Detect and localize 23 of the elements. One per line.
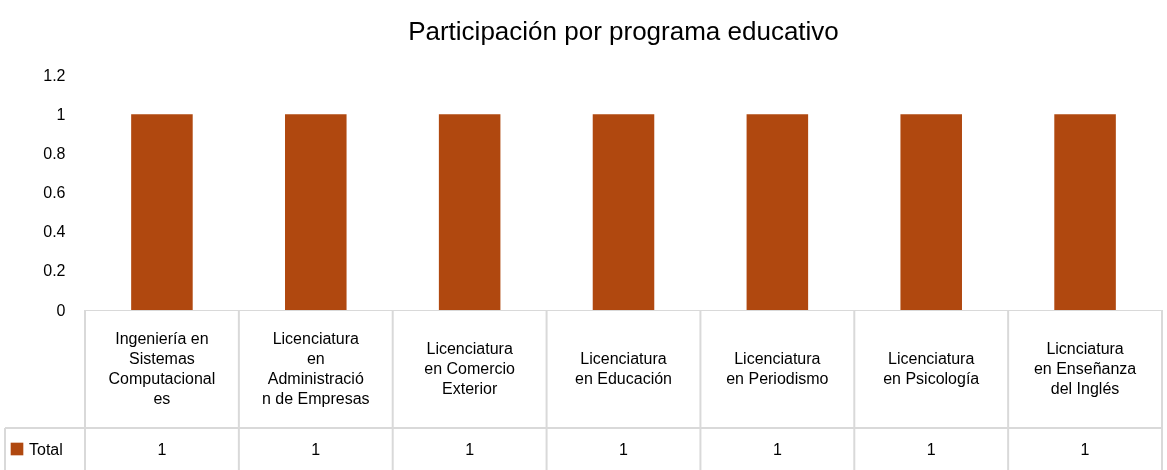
x-tick-label: Licenciatura en Psicología: [883, 350, 980, 387]
x-tick-label: Licenciatura en Periodismo: [726, 350, 829, 387]
x-tick-label: Licenciatura en Administración de Empresas: [261, 330, 370, 407]
x-tick-label: Licnciatura en Enseñanza del Inglés: [1033, 340, 1137, 397]
data-label: 1: [619, 441, 629, 458]
data-label: 1: [465, 441, 475, 458]
y-tick-label: 0.4: [43, 223, 66, 241]
data-label: 1: [311, 441, 321, 458]
x-tick-label: Licenciatura en Educación: [575, 350, 672, 387]
y-tick-label: 0.8: [43, 144, 66, 162]
x-tick-label: Licenciatura en Comercio Exterior: [424, 340, 516, 397]
y-tick-label: 0: [56, 301, 66, 319]
y-tick-label: 1: [56, 105, 66, 123]
data-label: 1: [926, 441, 936, 458]
data-label: 1: [157, 441, 167, 458]
data-label: 1: [772, 441, 782, 458]
y-tick-label: 1.2: [43, 66, 66, 84]
y-tick-label: 0.2: [43, 262, 66, 280]
data-label: 1: [1080, 441, 1090, 458]
y-tick-label: 0.6: [43, 184, 66, 201]
x-tick-label: Ingeniería en Sistemas Computacionales: [108, 330, 216, 407]
chart-title: Participación por programa educativo: [408, 16, 839, 46]
legend-label: Total: [29, 441, 63, 458]
